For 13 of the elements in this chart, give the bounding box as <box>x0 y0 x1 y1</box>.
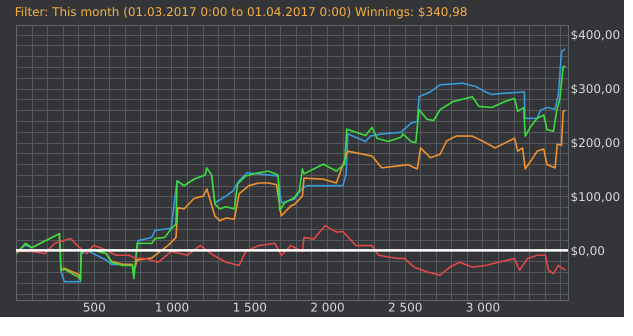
y-tick-label: $400,00 <box>570 28 620 42</box>
x-tick-label: 3 000 <box>466 300 500 314</box>
x-tick-label: 2 000 <box>310 300 345 314</box>
x-tick-label: 1 000 <box>154 300 190 314</box>
y-tick-label: $200,00 <box>570 136 620 150</box>
y-tick-label: $100,00 <box>570 190 620 204</box>
chart-title: Filter: This month (01.03.2017 0:00 to 01.04.2017 0:00) Winnings: $340,98 <box>14 5 468 19</box>
line-series <box>16 224 566 276</box>
x-tick-label: 500 <box>82 300 106 314</box>
y-tick-label: $300,00 <box>570 82 620 96</box>
y-tick-label: $0,00 <box>570 244 605 258</box>
x-tick-label: 1 500 <box>232 300 267 314</box>
x-tick-label: 2 500 <box>388 300 422 314</box>
